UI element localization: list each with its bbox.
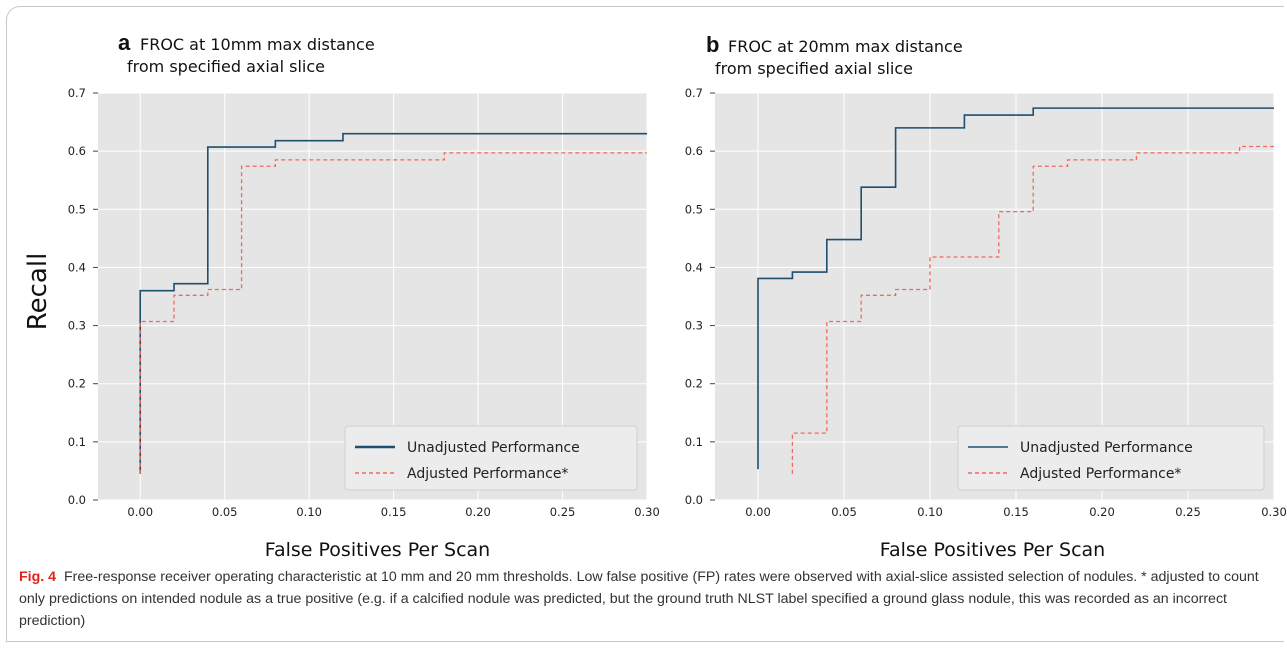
y-tick-label: 0.7 (685, 86, 703, 100)
panel-title-line: from specified axial slice (715, 59, 913, 78)
x-tick-label: 0.25 (1175, 505, 1201, 519)
y-tick-label: 0.2 (685, 377, 703, 391)
caption-text: Free-response receiver operating charact… (19, 569, 1259, 629)
x-tick-label: 0.05 (212, 505, 238, 519)
legend-label: Unadjusted Performance (1020, 440, 1193, 456)
y-tick-label: 0.2 (68, 377, 86, 391)
x-tick-label: 0.25 (550, 505, 576, 519)
x-tick-label: 0.15 (381, 505, 407, 519)
panel-title: a FROC at 10mm max distance from specified… (118, 30, 375, 76)
y-tick-label: 0.0 (685, 493, 703, 507)
series-line-adjusted (791, 145, 1274, 474)
x-tick-label: 0.10 (917, 505, 943, 519)
panel-title: b FROC at 20mm max distance from specified… (706, 32, 963, 78)
series-line-unadjusted (757, 107, 1274, 470)
x-axis-label: False Positives Per Scan (265, 539, 490, 560)
y-tick-label: 0.3 (685, 319, 703, 333)
panel-title-line: FROC at 10mm max distance (140, 35, 375, 54)
legend-label: Unadjusted Performance (407, 440, 580, 456)
panel-title-line: from specified axial slice (127, 57, 325, 76)
y-tick-label: 0.7 (68, 86, 86, 100)
series-line-adjusted (139, 152, 647, 474)
x-tick-label: 0.15 (1003, 505, 1029, 519)
x-tick-label: 0.20 (465, 505, 491, 519)
figure-frame (6, 6, 1284, 642)
legend-box (957, 425, 1265, 491)
figure-charts: 0.0 0.1 0.2 0.3 0.4 0.5 0.6 0.7 0.00 0.05 0.10 0.15… (23, 30, 1287, 560)
y-tick-label: 0.4 (685, 260, 703, 274)
x-tick-label: 0.05 (831, 505, 857, 519)
x-tick-label: 0.20 (1089, 505, 1115, 519)
x-tick-label: 0.00 (745, 505, 771, 519)
x-tick-label: 0.10 (296, 505, 322, 519)
x-tick-label: 0.30 (634, 505, 660, 519)
y-tick-label: 0.1 (685, 435, 703, 449)
legend-label: Adjusted Performance* (1020, 466, 1181, 482)
x-axis-label: False Positives Per Scan (880, 539, 1105, 560)
chart-panel-b: 0.0 0.1 0.2 0.3 0.4 0.5 0.6 0.7 0.00 0.05 0.10 0.15… (685, 32, 1287, 560)
y-tick-label: 0.6 (685, 144, 703, 158)
caption-label: Fig. 4 (19, 569, 57, 585)
panel-label: a (118, 30, 131, 55)
figure-caption: Fig. 4 Free-response receiver operating … (19, 566, 1274, 632)
y-tick-label: 0.1 (68, 435, 86, 449)
y-tick-label: 0.3 (68, 319, 86, 333)
y-tick-label: 0.5 (685, 202, 703, 216)
x-tick-label: 0.00 (127, 505, 153, 519)
x-tick-label: 0.30 (1261, 505, 1287, 519)
legend-box (344, 425, 638, 491)
y-tick-label: 0.6 (68, 144, 86, 158)
y-axis-label: Recall (23, 253, 53, 331)
chart-panel-a: 0.0 0.1 0.2 0.3 0.4 0.5 0.6 0.7 0.00 0.05 0.10 0.15… (23, 30, 660, 560)
y-tick-label: 0.5 (68, 202, 86, 216)
series-line-unadjusted (139, 132, 647, 474)
legend-label: Adjusted Performance* (407, 466, 568, 482)
y-tick-label: 0.4 (68, 260, 86, 274)
panel-label: b (706, 32, 719, 57)
y-tick-label: 0.0 (68, 493, 86, 507)
panel-title-line: FROC at 20mm max distance (728, 37, 963, 56)
